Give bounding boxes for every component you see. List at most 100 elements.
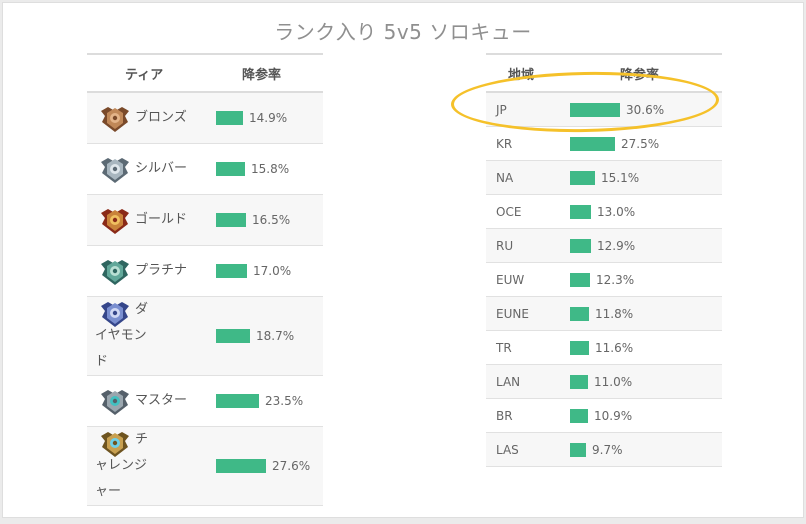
tier-rate-bar <box>216 264 247 278</box>
region-rate-label: 11.8% <box>595 306 634 321</box>
tier-cell: ゴールド <box>87 194 214 246</box>
tier-rate-label: 23.5% <box>265 394 304 408</box>
bronze-emblem-icon <box>101 107 129 132</box>
region-name: BR <box>486 398 568 433</box>
region-rate-bar <box>570 204 591 219</box>
tier-cell: シルバー <box>87 143 214 195</box>
region-rate-bar <box>570 306 589 321</box>
tier-rate-bar <box>216 329 250 343</box>
tier-rate-column-header: 降参率 <box>214 53 323 93</box>
tier-name: マスター <box>135 393 188 408</box>
region-name: EUW <box>486 262 568 297</box>
tier-rate-label: 15.8% <box>251 162 290 176</box>
region-rate-label: 27.5% <box>621 136 660 151</box>
region-rate-bar <box>570 340 589 355</box>
region-rate-cell: 11.0% <box>568 364 722 399</box>
region-rate-cell: 12.9% <box>568 228 722 263</box>
region-row: EUNE 11.8% <box>486 296 722 331</box>
tier-rate-cell: 23.5% <box>214 375 323 427</box>
tier-row: ブロンズ 14.9% <box>87 92 323 144</box>
tier-rate-label: 16.5% <box>252 213 291 227</box>
tier-row: ゴールド 16.5% <box>87 194 323 246</box>
tier-rate-label: 14.9% <box>249 111 288 125</box>
tier-row: シルバー 15.8% <box>87 143 323 195</box>
region-name: RU <box>486 228 568 263</box>
tier-name: チャレンジャー <box>95 432 149 499</box>
region-row: BR 10.9% <box>486 398 722 433</box>
region-row: EUW 12.3% <box>486 262 722 297</box>
region-rate-bar <box>570 170 595 185</box>
region-name: LAN <box>486 364 568 399</box>
tier-rate-bar <box>216 111 243 125</box>
tier-name: シルバー <box>135 161 188 176</box>
region-rate-bar <box>570 136 615 151</box>
region-name: EUNE <box>486 296 568 331</box>
tier-row: ダイヤモンド 18.7% <box>87 296 323 376</box>
region-name: LAS <box>486 432 568 467</box>
tier-rate-label: 27.6% <box>272 459 311 473</box>
region-rate-label: 15.1% <box>601 170 640 185</box>
tier-column-header: ティア <box>87 53 214 93</box>
region-rate-bar <box>570 408 588 423</box>
region-rate-bar <box>570 272 590 287</box>
tier-rate-cell: 15.8% <box>214 143 323 195</box>
region-surrender-table: 地域 降参率 JP 30.6% KR 27.5% NA 15.1% OCE 13.0% RU 12… <box>486 53 722 467</box>
tier-cell: ブロンズ <box>87 92 214 144</box>
region-rate-label: 30.6% <box>626 102 665 117</box>
region-rate-cell: 11.6% <box>568 330 722 365</box>
tier-rate-label: 18.7% <box>256 329 295 343</box>
region-rate-cell: 15.1% <box>568 160 722 195</box>
challenger-emblem-icon <box>101 432 129 457</box>
region-rate-cell: 11.8% <box>568 296 722 331</box>
region-rate-cell: 10.9% <box>568 398 722 433</box>
region-name: JP <box>486 92 568 127</box>
tier-row: チャレンジャー 27.6% <box>87 426 323 506</box>
region-rate-label: 12.9% <box>597 238 636 253</box>
tier-name: ダイヤモンド <box>95 302 149 369</box>
tier-cell: ダイヤモンド <box>87 296 214 376</box>
tier-name: ゴールド <box>135 212 188 227</box>
tier-rate-bar <box>216 394 259 408</box>
tier-rate-bar <box>216 213 246 227</box>
region-row: LAS 9.7% <box>486 432 722 467</box>
page-title: ランク入り 5v5 ソロキュー <box>274 20 532 44</box>
region-row: OCE 13.0% <box>486 194 722 229</box>
region-rate-cell: 30.6% <box>568 92 722 127</box>
region-rate-cell: 9.7% <box>568 432 722 467</box>
region-row: LAN 11.0% <box>486 364 722 399</box>
region-column-header: 地域 <box>486 53 568 93</box>
region-rate-label: 12.3% <box>596 272 635 287</box>
region-name: OCE <box>486 194 568 229</box>
tier-rate-cell: 27.6% <box>214 426 323 506</box>
region-rate-bar <box>570 102 620 117</box>
region-rate-bar <box>570 442 586 457</box>
region-name: KR <box>486 126 568 161</box>
region-rate-bar <box>570 238 591 253</box>
tier-rate-cell: 17.0% <box>214 245 323 297</box>
tier-cell: プラチナ <box>87 245 214 297</box>
region-rate-column-header: 降参率 <box>568 53 722 93</box>
tier-rate-cell: 16.5% <box>214 194 323 246</box>
region-row: JP 30.6% <box>486 92 722 127</box>
tier-rate-bar <box>216 162 245 176</box>
tier-row: プラチナ 17.0% <box>87 245 323 297</box>
tier-surrender-table: ティア 降参率 ブロンズ 14.9% シルバー 15.8% ゴールド 16.5% プラチナ 1… <box>87 53 323 506</box>
region-rate-cell: 12.3% <box>568 262 722 297</box>
tier-rate-cell: 14.9% <box>214 92 323 144</box>
region-row: KR 27.5% <box>486 126 722 161</box>
region-row: NA 15.1% <box>486 160 722 195</box>
platinum-emblem-icon <box>101 260 129 285</box>
region-rate-label: 13.0% <box>597 204 636 219</box>
region-rate-label: 9.7% <box>592 442 623 457</box>
tier-cell: チャレンジャー <box>87 426 214 506</box>
tier-rate-cell: 18.7% <box>214 296 323 376</box>
region-row: RU 12.9% <box>486 228 722 263</box>
region-row: TR 11.6% <box>486 330 722 365</box>
tier-rate-label: 17.0% <box>253 264 292 278</box>
region-rate-label: 10.9% <box>594 408 633 423</box>
region-rate-cell: 27.5% <box>568 126 722 161</box>
tier-name: プラチナ <box>135 263 188 278</box>
region-rate-bar <box>570 374 588 389</box>
tier-rate-bar <box>216 459 266 473</box>
tier-row: マスター 23.5% <box>87 375 323 427</box>
